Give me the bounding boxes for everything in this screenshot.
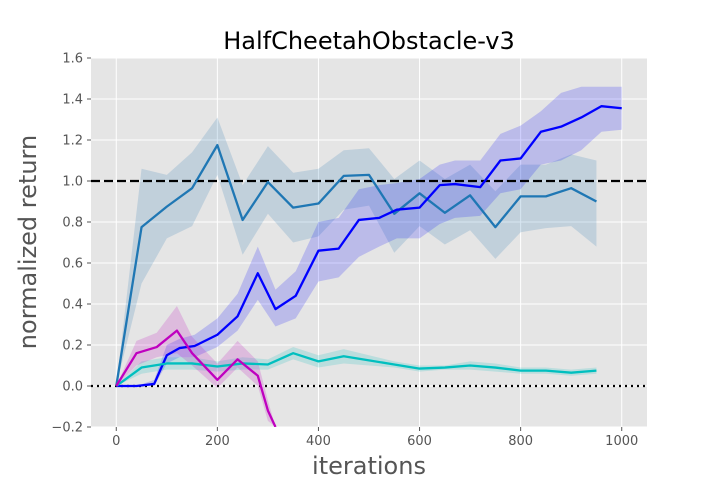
y-axis-title: normalized return <box>14 135 42 349</box>
x-tick-label: 0 <box>112 434 120 449</box>
y-tick-label: 0.2 <box>62 339 83 354</box>
y-tick-label: 0.0 <box>62 380 83 395</box>
y-tick-label: 1.6 <box>62 52 83 67</box>
y-tick-label: 1.0 <box>62 175 83 190</box>
y-tick-label: 1.2 <box>62 134 83 149</box>
plot-background <box>91 58 647 427</box>
series-2-line <box>116 105 622 388</box>
series-3-line <box>115 352 597 387</box>
grid <box>91 57 647 428</box>
x-tick-label: 200 <box>205 434 230 449</box>
x-tick-label: 600 <box>407 434 432 449</box>
series-1-line <box>115 143 597 387</box>
y-tick-label: 0.4 <box>62 298 83 313</box>
series-1-band <box>116 117 597 386</box>
series-2-band <box>116 86 622 386</box>
chart-title: HalfCheetahObstacle-v3 <box>223 27 515 55</box>
series-4-band <box>116 306 276 427</box>
y-tick-label: −0.2 <box>51 421 83 436</box>
series-lines <box>115 105 622 427</box>
x-tick-label: 1000 <box>605 434 638 449</box>
tick-labels: 0 200 400 600 800 1000 −0.2 0.0 0.2 0.4 0.6 0.8 1.0 1… <box>51 52 638 450</box>
x-tick-label: 400 <box>306 434 331 449</box>
series-4-line <box>115 329 277 427</box>
y-tick-label: 0.6 <box>62 257 83 272</box>
x-tick-label: 800 <box>508 434 533 449</box>
y-tick-label: 1.4 <box>62 93 83 108</box>
reference-lines <box>91 179 647 388</box>
y-tick-label: 0.8 <box>62 216 83 231</box>
x-axis-title: iterations <box>312 452 426 480</box>
